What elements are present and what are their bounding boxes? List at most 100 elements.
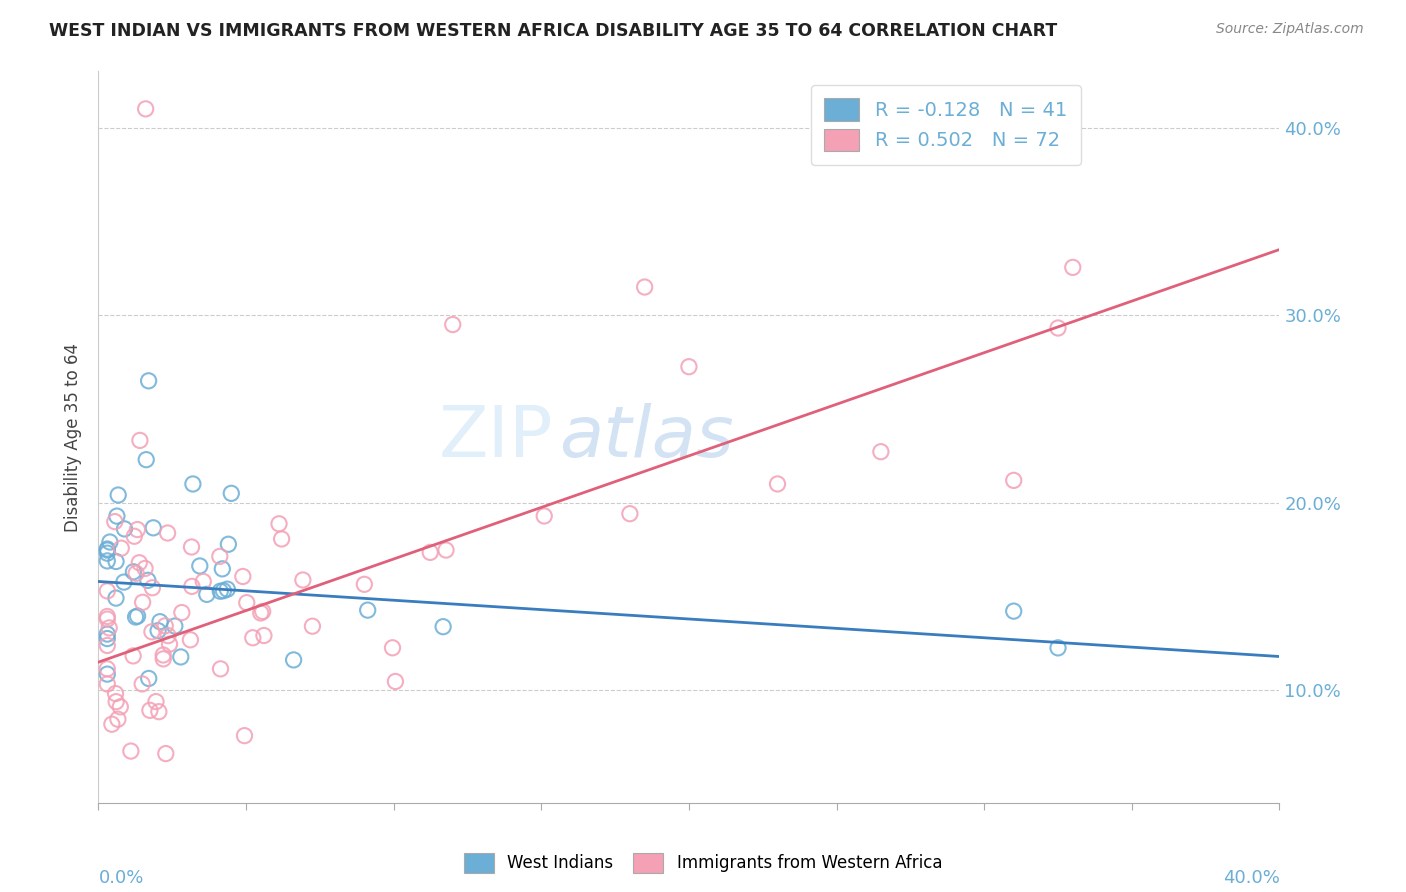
Point (141, 624, 163, 639)
Point (124, 529, 146, 543)
Point (145, 695, 167, 709)
Text: Source: ZipAtlas.com: Source: ZipAtlas.com (1216, 22, 1364, 37)
Point (381, 640, 404, 655)
Point (156, 526, 179, 541)
Point (384, 674, 406, 689)
Point (193, 574, 215, 589)
Point (96, 612, 118, 626)
Point (283, 653, 305, 667)
Point (170, 649, 193, 664)
Point (96, 677, 118, 691)
Text: 40.0%: 40.0% (1223, 869, 1279, 887)
Point (105, 695, 128, 709)
Point (96, 639, 118, 653)
Point (870, 444, 893, 458)
Point (107, 488, 129, 502)
Point (432, 620, 454, 634)
Point (533, 508, 555, 523)
Point (149, 615, 172, 629)
Point (163, 619, 186, 633)
Point (1062, 260, 1084, 275)
Point (122, 648, 145, 663)
Point (120, 744, 142, 758)
Point (131, 595, 153, 609)
Point (419, 545, 441, 559)
Point (209, 584, 232, 599)
Point (291, 573, 314, 587)
Point (678, 359, 700, 374)
Point (129, 434, 152, 448)
Y-axis label: Disability Age 35 to 64: Disability Age 35 to 64 (65, 343, 83, 532)
Point (114, 522, 136, 536)
Point (208, 549, 231, 564)
Point (127, 609, 149, 624)
Point (270, 532, 292, 546)
Point (135, 102, 157, 116)
Point (209, 662, 232, 676)
Point (434, 543, 457, 558)
Point (127, 523, 149, 537)
Point (96, 662, 118, 676)
Point (148, 705, 170, 719)
Legend: West Indians, Immigrants from Western Africa: West Indians, Immigrants from Western Af… (457, 847, 949, 880)
Point (217, 582, 239, 597)
Point (153, 619, 176, 633)
Point (128, 556, 150, 570)
Point (152, 652, 174, 666)
Point (96, 609, 118, 624)
Point (122, 565, 145, 579)
Point (180, 579, 202, 593)
Point (249, 606, 271, 620)
Point (157, 629, 180, 643)
Text: WEST INDIAN VS IMMIGRANTS FROM WESTERN AFRICA DISABILITY AGE 35 TO 64 CORRELATIO: WEST INDIAN VS IMMIGRANTS FROM WESTERN A… (49, 22, 1057, 40)
Point (152, 648, 174, 662)
Point (96, 627, 118, 641)
Point (1002, 474, 1025, 488)
Point (107, 712, 129, 726)
Point (96, 541, 118, 556)
Point (124, 610, 146, 624)
Point (179, 632, 201, 647)
Point (211, 562, 233, 576)
Point (96, 632, 118, 646)
Point (155, 747, 177, 761)
Point (135, 452, 157, 467)
Point (96, 583, 118, 598)
Point (136, 574, 159, 588)
Point (170, 606, 193, 620)
Point (138, 672, 160, 686)
Point (96, 554, 118, 568)
Point (139, 703, 162, 717)
Point (252, 604, 274, 618)
Point (138, 374, 160, 388)
Point (98, 621, 121, 635)
Point (1046, 321, 1070, 335)
Text: atlas: atlas (560, 402, 734, 472)
Point (96, 546, 118, 560)
Point (105, 554, 128, 568)
Text: 0.0%: 0.0% (98, 869, 143, 887)
Point (619, 507, 641, 521)
Point (267, 516, 290, 531)
Point (221, 486, 243, 500)
Point (301, 619, 323, 633)
Point (357, 603, 380, 617)
Point (181, 477, 204, 491)
Point (212, 583, 235, 598)
Point (96, 667, 118, 681)
Point (134, 561, 156, 575)
Point (125, 566, 148, 581)
Point (441, 318, 464, 332)
Point (105, 509, 128, 524)
Point (233, 729, 256, 743)
Point (112, 575, 135, 590)
Point (104, 591, 127, 606)
Point (235, 596, 257, 610)
Point (1046, 640, 1070, 655)
Point (188, 559, 211, 574)
Point (180, 540, 202, 554)
Point (131, 677, 153, 691)
Text: ZIP: ZIP (439, 402, 553, 472)
Point (96, 543, 118, 558)
Point (104, 515, 127, 529)
